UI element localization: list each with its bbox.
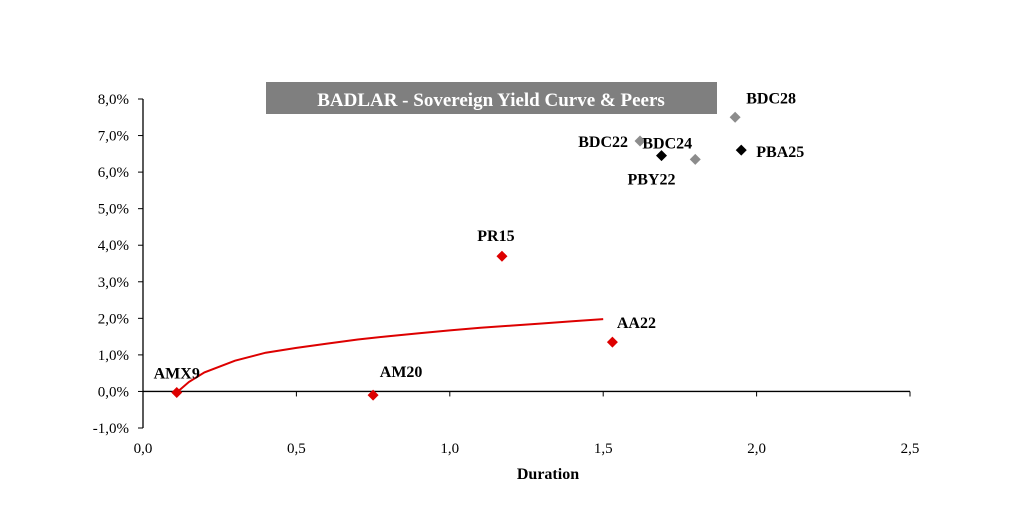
point-pba25-label: PBA25 (756, 144, 804, 161)
point-aa22-label: AA22 (617, 315, 656, 332)
y-tick-label: 1,0% (98, 348, 129, 364)
axes (138, 98, 911, 429)
x-tick-label: 1,5 (594, 441, 613, 457)
chart-title-text: BADLAR - Sovereign Yield Curve & Peers (317, 90, 665, 111)
point-pr15-label: PR15 (477, 228, 514, 245)
y-tick-label: 4,0% (98, 238, 129, 254)
point-bdc28-label: BDC28 (746, 90, 796, 107)
point-am20-label: AM20 (380, 364, 423, 381)
point-aa22-marker (606, 336, 618, 348)
y-tick-label: 7,0% (98, 129, 129, 145)
y-tick-label: 2,0% (98, 311, 129, 327)
x-tick-label: 1,0 (440, 441, 459, 457)
fit-curve-line (176, 318, 604, 394)
point-pba25-marker (735, 144, 747, 156)
fit-curve (176, 318, 604, 394)
y-tick-label: 5,0% (98, 202, 129, 218)
point-pr15-marker (496, 250, 508, 262)
y-tick-label: 6,0% (98, 165, 129, 181)
x-tick-label: 2,0 (747, 441, 766, 457)
y-tick-label: 3,0% (98, 275, 129, 291)
tick-labels: -1,0% 0,0% 1,0% 2,0% 3,0% 4,0% 5,0% 6,0% 7,0% 8,0… (93, 92, 920, 457)
x-tick-label: 0,0 (134, 441, 153, 457)
point-amx9-marker (171, 387, 183, 399)
point-bdc24-label: BDC24 (642, 135, 692, 152)
data-points (171, 111, 747, 401)
x-axis-label: Duration (517, 466, 579, 483)
chart-title-background (266, 82, 717, 114)
point-am20-marker (367, 389, 379, 401)
point-bdc22-marker (634, 135, 646, 147)
point-bdc22-label: BDC22 (578, 134, 628, 151)
point-pby22-marker (655, 150, 667, 162)
point-bdc24-marker (689, 153, 701, 165)
y-tick-label: 8,0% (98, 92, 129, 108)
point-bdc28-marker (729, 111, 741, 123)
x-tick-label: 2,5 (901, 441, 920, 457)
point-pby22-label: PBY22 (627, 172, 675, 189)
x-tick-label: 0,5 (287, 441, 306, 457)
point-labels: AMX9 AM20 PR15 AA22 BDC22 PBY22 BDC24 BDC28 PBA2… (154, 90, 805, 382)
point-amx9-label: AMX9 (154, 366, 200, 383)
chart-title: BADLAR - Sovereign Yield Curve & Peers (266, 82, 717, 114)
y-tick-label: 0,0% (98, 384, 129, 400)
y-tick-label: -1,0% (93, 421, 129, 437)
